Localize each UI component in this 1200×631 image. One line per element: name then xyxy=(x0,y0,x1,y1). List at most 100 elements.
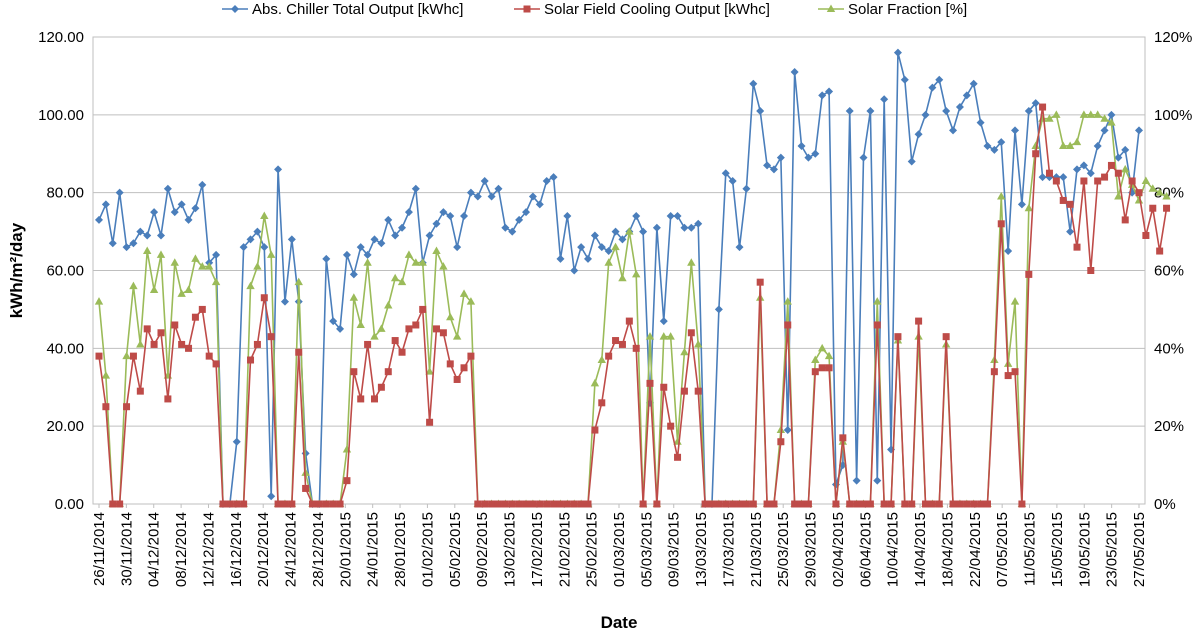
data-point xyxy=(501,223,510,232)
data-point xyxy=(1066,200,1074,208)
left-tick-label: 100.00 xyxy=(38,107,84,124)
data-point xyxy=(336,500,344,508)
data-point xyxy=(178,340,186,348)
x-tick-label: 15/05/2015 xyxy=(1049,512,1066,587)
data-point xyxy=(398,223,407,232)
data-point xyxy=(212,250,221,259)
data-point xyxy=(1094,177,1102,185)
x-tick-label: 10/04/2015 xyxy=(885,512,902,587)
data-point xyxy=(742,500,750,508)
left-y-axis: 0.00 20.00 40.00 60.00 80.00 100.00 120.00 xyxy=(38,29,84,513)
data-point xyxy=(143,325,151,333)
data-point xyxy=(1149,204,1157,212)
x-tick-label: 12/12/2014 xyxy=(200,512,217,587)
data-point xyxy=(604,258,613,266)
data-point xyxy=(453,243,462,252)
data-point xyxy=(426,418,434,426)
x-tick-label: 21/03/2015 xyxy=(748,512,765,587)
data-point xyxy=(722,500,730,508)
data-point xyxy=(185,344,193,352)
data-point xyxy=(439,208,448,217)
data-point xyxy=(136,339,145,348)
data-point xyxy=(350,368,358,376)
data-point xyxy=(1107,161,1115,169)
data-point xyxy=(735,243,744,252)
data-point xyxy=(556,500,564,508)
data-point xyxy=(701,500,709,508)
data-point xyxy=(976,118,985,127)
data-point xyxy=(363,258,372,266)
data-point xyxy=(811,149,820,158)
x-tick-label: 28/01/2015 xyxy=(392,512,409,587)
data-point xyxy=(639,227,648,236)
data-point xyxy=(915,317,923,325)
data-point xyxy=(1059,173,1068,182)
data-point xyxy=(997,220,1005,228)
data-point xyxy=(384,301,393,309)
data-point xyxy=(1031,141,1040,149)
data-point xyxy=(274,165,283,174)
data-point xyxy=(397,277,407,286)
data-point xyxy=(404,250,414,258)
data-point xyxy=(1011,126,1020,135)
x-tick-label: 05/02/2015 xyxy=(447,512,464,587)
data-point xyxy=(191,313,199,321)
data-point xyxy=(866,106,875,115)
data-point xyxy=(460,364,468,372)
data-point xyxy=(921,110,930,119)
x-tick-label: 20/12/2014 xyxy=(255,512,272,587)
data-point xyxy=(122,351,131,360)
data-point xyxy=(205,352,213,360)
x-tick-label: 05/03/2015 xyxy=(638,512,655,587)
data-point xyxy=(377,239,386,248)
data-point xyxy=(749,500,757,508)
series-line xyxy=(98,51,1140,505)
data-point xyxy=(949,126,958,135)
data-point xyxy=(687,223,696,232)
data-point xyxy=(674,453,682,461)
data-point xyxy=(1135,189,1143,197)
data-point xyxy=(266,250,276,258)
data-point xyxy=(1100,114,1109,122)
data-point xyxy=(212,360,220,368)
data-point xyxy=(618,273,627,282)
data-point xyxy=(584,254,593,263)
x-tick-label: 01/03/2015 xyxy=(611,512,628,587)
data-point xyxy=(618,235,627,244)
data-point xyxy=(280,297,289,306)
data-point xyxy=(1086,110,1095,118)
data-point xyxy=(1010,297,1020,305)
data-point xyxy=(687,329,695,337)
data-point xyxy=(391,231,400,240)
data-point xyxy=(1065,141,1075,149)
x-tick-label: 14/04/2015 xyxy=(912,512,929,587)
data-point xyxy=(817,343,827,352)
data-point xyxy=(605,352,613,360)
data-point xyxy=(301,468,310,476)
data-point xyxy=(563,500,571,508)
data-point xyxy=(411,184,420,193)
x-tick-label: 26/11/2014 xyxy=(91,512,108,586)
data-point xyxy=(1073,165,1082,174)
data-point xyxy=(1114,153,1123,162)
data-point xyxy=(694,387,702,395)
data-point xyxy=(204,262,214,270)
data-point xyxy=(467,352,475,360)
data-point xyxy=(694,219,703,228)
data-point xyxy=(357,395,365,403)
data-point xyxy=(893,48,902,57)
data-point xyxy=(198,262,207,270)
data-point xyxy=(164,395,172,403)
data-point xyxy=(1107,118,1116,126)
data-point xyxy=(645,332,655,340)
data-point xyxy=(288,500,296,508)
data-point xyxy=(494,500,502,508)
data-point xyxy=(522,500,530,508)
data-point xyxy=(1059,141,1068,149)
data-point xyxy=(384,215,393,224)
data-point xyxy=(783,297,792,305)
data-point xyxy=(253,262,262,270)
data-point xyxy=(171,321,179,329)
data-point xyxy=(666,212,675,221)
data-point xyxy=(1080,177,1088,185)
